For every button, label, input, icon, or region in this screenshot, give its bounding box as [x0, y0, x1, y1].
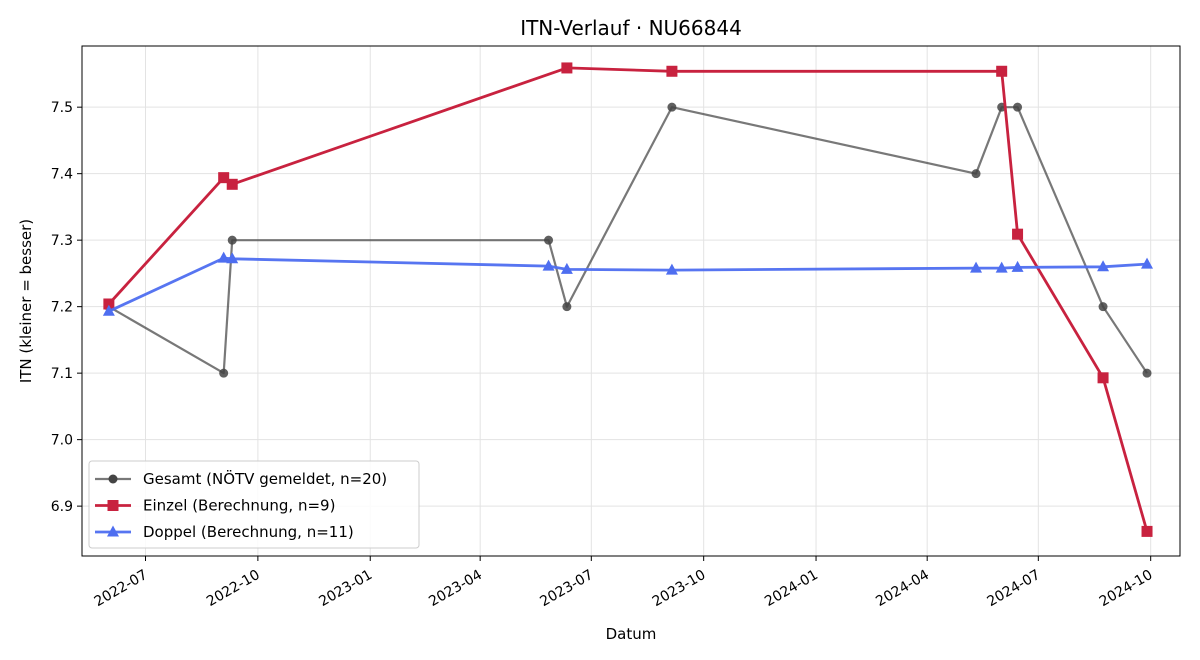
- data-point-gesamt: [227, 235, 237, 245]
- data-point-doppel: [995, 261, 1008, 273]
- data-point-einzel: [226, 178, 238, 190]
- x-tick-label: 2022-07: [92, 567, 151, 610]
- data-point-gesamt: [1013, 102, 1023, 112]
- data-point-gesamt: [219, 368, 229, 378]
- data-point-gesamt: [544, 235, 554, 245]
- y-tick-label: 7.2: [51, 300, 73, 316]
- y-tick-label: 7.0: [51, 433, 73, 449]
- data-point-gesamt: [971, 169, 981, 179]
- data-point-doppel: [102, 304, 115, 316]
- y-tick-label: 6.9: [51, 499, 73, 515]
- x-tick-label: 2023-04: [426, 567, 485, 610]
- data-point-einzel: [218, 172, 230, 184]
- legend: Gesamt (NÖTV gemeldet, n=20) Einzel (Bere…: [88, 460, 420, 549]
- series-layer: [102, 62, 1154, 537]
- x-tick-label: 2024-01: [762, 567, 821, 610]
- x-tick-label: 2024-10: [1097, 567, 1156, 610]
- legend-label-gesamt: Gesamt (NÖTV gemeldet, n=20): [143, 469, 387, 488]
- data-point-doppel: [970, 261, 983, 273]
- data-point-doppel: [560, 262, 573, 274]
- x-tick-label: 2023-01: [316, 567, 375, 610]
- x-axis-title: Datum: [606, 625, 657, 643]
- y-tick-label: 7.5: [51, 100, 73, 116]
- x-tick-label: 2022-10: [204, 567, 263, 610]
- y-axis-title: ITN (kleiner = besser): [17, 219, 35, 383]
- series-doppel: [102, 251, 1154, 316]
- series-einzel: [103, 62, 1153, 537]
- y-tick-label: 7.1: [51, 366, 73, 382]
- data-point-einzel: [996, 65, 1008, 77]
- legend-box: [88, 460, 420, 549]
- legend-label-einzel: Einzel (Berechnung, n=9): [143, 497, 335, 515]
- data-point-gesamt: [562, 302, 572, 312]
- legend-marker-gesamt: [108, 474, 118, 484]
- data-point-einzel: [561, 62, 573, 74]
- data-point-doppel: [665, 263, 678, 275]
- plot-frame: [81, 45, 1181, 557]
- data-point-doppel: [217, 251, 230, 263]
- data-point-einzel: [1012, 228, 1024, 240]
- data-point-gesamt: [1142, 368, 1152, 378]
- data-point-doppel: [1011, 260, 1024, 272]
- legend-marker-doppel: [107, 525, 119, 537]
- data-point-gesamt: [667, 102, 677, 112]
- y-tick-label: 7.4: [51, 167, 73, 183]
- data-point-gesamt: [1098, 302, 1108, 312]
- x-tick-label: 2023-10: [650, 567, 709, 610]
- y-tick-label: 7.3: [51, 233, 73, 249]
- data-point-einzel: [666, 65, 678, 77]
- legend-label-doppel: Doppel (Berechnung, n=11): [143, 523, 354, 541]
- series-line-doppel: [108, 256, 1148, 313]
- data-point-einzel: [1097, 372, 1109, 384]
- x-tick-label: 2024-07: [984, 567, 1043, 610]
- data-point-doppel: [1097, 260, 1110, 272]
- data-point-doppel: [1141, 257, 1154, 269]
- x-tick-label: 2023-07: [537, 567, 596, 610]
- chart-title: ITN-Verlauf · NU66844: [520, 16, 742, 40]
- legend-marker-einzel: [107, 500, 119, 511]
- data-point-doppel: [542, 259, 555, 271]
- x-tick-label: 2024-04: [873, 567, 932, 610]
- data-point-einzel: [103, 298, 115, 310]
- data-point-doppel: [226, 252, 239, 264]
- data-point-einzel: [1141, 525, 1153, 537]
